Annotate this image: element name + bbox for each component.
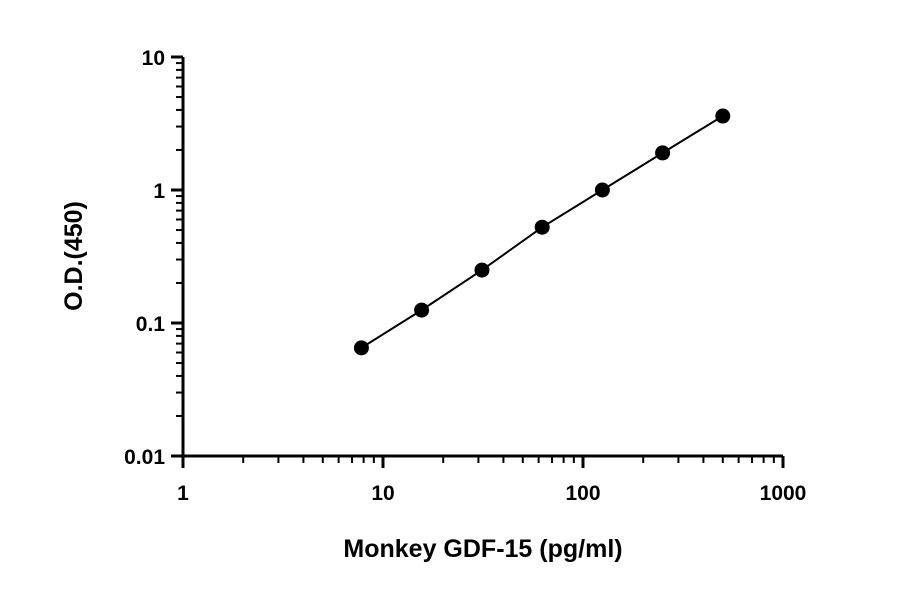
y-axis-title: O.D.(450) (60, 201, 88, 311)
plot-marks (353, 108, 731, 356)
data-point (414, 302, 430, 318)
data-point (594, 182, 610, 198)
x-tick-label: 1000 (760, 482, 807, 505)
x-tick-label: 1 (177, 482, 189, 505)
x-tick-label: 10 (371, 482, 394, 505)
data-point (474, 262, 490, 278)
x-tick-label: 100 (565, 482, 600, 505)
data-point (534, 219, 550, 235)
axes: 1 10 100 1000 0.01 0.1 1 10 (124, 47, 806, 505)
y-tick-label: 1 (153, 180, 165, 203)
data-point (353, 340, 369, 356)
x-axis-title: Monkey GDF-15 (pg/ml) (343, 535, 622, 563)
y-tick-label: 0.01 (124, 446, 165, 469)
data-point (655, 145, 671, 161)
y-tick-label: 0.1 (136, 313, 166, 336)
data-point (715, 108, 731, 124)
y-tick-label: 10 (142, 47, 165, 70)
